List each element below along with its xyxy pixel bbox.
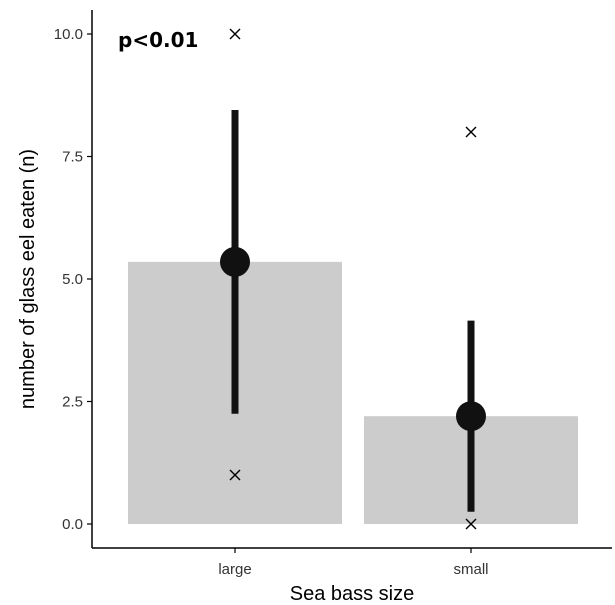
y-tick-label-3: 7.5 [62, 149, 83, 166]
outlier-point-small-1 [465, 518, 477, 530]
y-tick-label-4: 10.0 [54, 26, 83, 43]
outlier-point-large-1 [229, 469, 241, 481]
bars-layer [128, 261, 578, 524]
y-tick-label-0: 0.0 [62, 516, 83, 533]
x-axis-title: Sea bass size [290, 583, 415, 605]
outlier-point-small-0 [465, 126, 477, 138]
y-ticks-layer: 0.0 2.5 5.0 7.5 10.0 [54, 26, 92, 533]
mean-point-large [220, 246, 250, 277]
outlier-point-large-0 [229, 28, 241, 40]
outliers-layer [229, 28, 477, 530]
y-tick-label-2: 5.0 [62, 271, 83, 288]
p-value-annotation: p<0.01 [118, 28, 198, 52]
y-tick-label-1: 2.5 [62, 394, 83, 411]
y-axis-title: number of glass eel eaten (n) [17, 149, 39, 409]
mean-point-small [456, 401, 486, 432]
x-tick-label-small: small [453, 561, 488, 578]
means-layer [220, 246, 486, 432]
x-ticks-layer: large small [218, 548, 489, 578]
x-tick-label-large: large [218, 561, 251, 578]
